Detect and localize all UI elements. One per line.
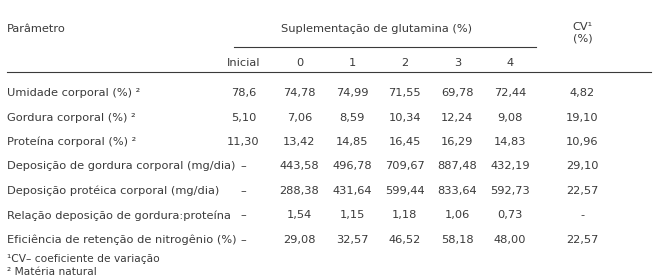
Text: -: - [580,210,584,220]
Text: 1,15: 1,15 [340,210,365,220]
Text: 833,64: 833,64 [438,186,477,196]
Text: 431,64: 431,64 [332,186,372,196]
Text: 72,44: 72,44 [494,88,526,98]
Text: 22,57: 22,57 [566,186,599,196]
Text: 5,10: 5,10 [231,113,256,123]
Text: 74,78: 74,78 [283,88,316,98]
Text: 496,78: 496,78 [332,161,372,171]
Text: –: – [241,161,246,171]
Text: 1,06: 1,06 [445,210,470,220]
Text: 1: 1 [348,58,356,68]
Text: 0: 0 [295,58,303,68]
Text: 7,06: 7,06 [287,113,312,123]
Text: 2: 2 [401,58,408,68]
Text: 4: 4 [507,58,513,68]
Text: ² Matéria natural: ² Matéria natural [7,267,96,277]
Text: 10,96: 10,96 [566,137,599,147]
Text: CV¹
(%): CV¹ (%) [572,22,592,43]
Text: Relação deposição de gordura:proteína: Relação deposição de gordura:proteína [7,210,230,221]
Text: 12,24: 12,24 [441,113,474,123]
Text: Eficiência de retenção de nitrogênio (%): Eficiência de retenção de nitrogênio (%) [7,235,236,245]
Text: 13,42: 13,42 [283,137,316,147]
Text: 74,99: 74,99 [336,88,368,98]
Text: Inicial: Inicial [227,58,260,68]
Text: 432,19: 432,19 [490,161,530,171]
Text: 32,57: 32,57 [336,235,368,245]
Text: 443,58: 443,58 [280,161,319,171]
Text: Gordura corporal (%) ²: Gordura corporal (%) ² [7,113,135,123]
Text: 288,38: 288,38 [280,186,319,196]
Text: 1,18: 1,18 [392,210,417,220]
Text: 14,83: 14,83 [494,137,526,147]
Text: 8,59: 8,59 [340,113,365,123]
Text: 9,08: 9,08 [497,113,522,123]
Text: 16,45: 16,45 [388,137,421,147]
Text: 14,85: 14,85 [336,137,368,147]
Text: –: – [241,210,246,220]
Text: 19,10: 19,10 [566,113,599,123]
Text: ¹CV– coeficiente de variação: ¹CV– coeficiente de variação [7,254,159,264]
Text: 46,52: 46,52 [388,235,421,245]
Text: Deposição protéica corporal (mg/dia): Deposição protéica corporal (mg/dia) [7,186,219,196]
Text: 10,34: 10,34 [388,113,421,123]
Text: 11,30: 11,30 [227,137,260,147]
Text: 71,55: 71,55 [388,88,421,98]
Text: 592,73: 592,73 [490,186,530,196]
Text: 3: 3 [453,58,461,68]
Text: 22,57: 22,57 [566,235,599,245]
Text: 69,78: 69,78 [441,88,474,98]
Text: 16,29: 16,29 [441,137,474,147]
Text: 29,08: 29,08 [283,235,316,245]
Text: Proteína corporal (%) ²: Proteína corporal (%) ² [7,137,136,147]
Text: Parâmetro: Parâmetro [7,24,65,34]
Text: 78,6: 78,6 [231,88,256,98]
Text: 48,00: 48,00 [494,235,526,245]
Text: 58,18: 58,18 [441,235,474,245]
Text: 887,48: 887,48 [438,161,477,171]
Text: Umidade corporal (%) ²: Umidade corporal (%) ² [7,88,140,98]
Text: 709,67: 709,67 [385,161,424,171]
Text: –: – [241,235,246,245]
Text: 0,73: 0,73 [497,210,522,220]
Text: 4,82: 4,82 [570,88,595,98]
Text: –: – [241,186,246,196]
Text: 29,10: 29,10 [566,161,599,171]
Text: 599,44: 599,44 [385,186,424,196]
Text: 1,54: 1,54 [287,210,312,220]
Text: Suplementação de glutamina (%): Suplementação de glutamina (%) [281,24,472,34]
Text: Deposição de gordura corporal (mg/dia): Deposição de gordura corporal (mg/dia) [7,161,235,171]
